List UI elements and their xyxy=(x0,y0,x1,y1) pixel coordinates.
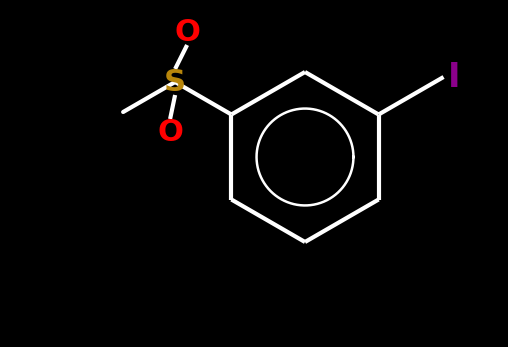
Text: I: I xyxy=(448,60,460,93)
Text: O: O xyxy=(157,118,183,146)
Text: O: O xyxy=(174,17,200,46)
Text: S: S xyxy=(164,68,186,96)
